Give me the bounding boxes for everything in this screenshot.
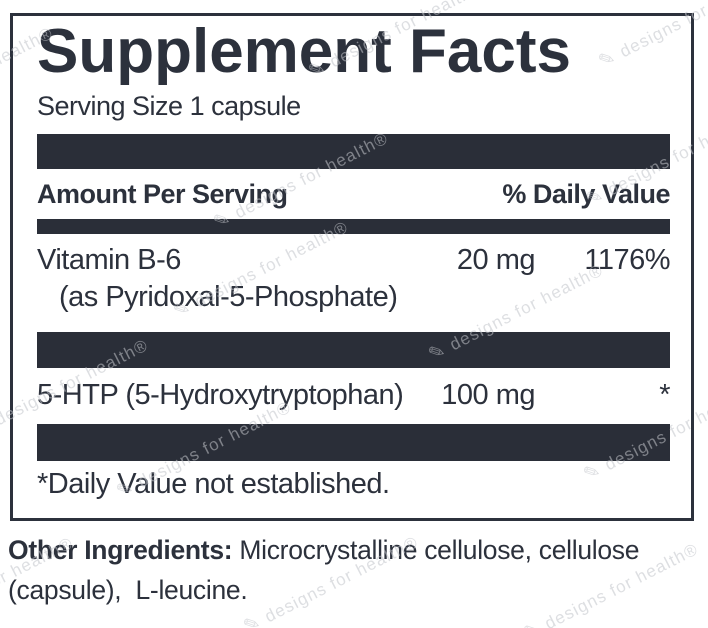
- table-row-vitamin-b6: Vitamin B-6 (as Pyridoxal-5-Phosphate) 2…: [37, 242, 671, 316]
- other-ingredients-label: Other Ingredients:: [8, 535, 233, 565]
- other-ingredients-line2: (capsule), L-leucine.: [8, 575, 248, 605]
- separator-bar-thick: [37, 332, 670, 368]
- watermark-logo-icon: ✎: [0, 411, 1, 440]
- other-ingredients-line1: Microcrystalline cellulose, cellulose: [232, 535, 640, 565]
- nutrient-daily-value: *: [659, 379, 670, 411]
- panel-title: Supplement Facts: [37, 17, 571, 86]
- watermark-logo-icon: ✎: [240, 608, 271, 628]
- daily-value-header: % Daily Value: [502, 178, 670, 209]
- nutrient-name-cell: 5-HTP (5-Hydroxytryptophan): [37, 377, 435, 414]
- nutrient-amount: 20 mg: [456, 244, 536, 276]
- nutrient-name: 5-HTP (5-Hydroxytryptophan): [37, 379, 404, 411]
- nutrient-name: Vitamin B-6: [37, 244, 181, 276]
- table-header-row: Amount Per Serving % Daily Value: [37, 169, 670, 219]
- nutrient-form: (as Pyridoxal-5-Phosphate): [59, 281, 398, 313]
- separator-bar-thick: [37, 134, 670, 169]
- separator-bar-thick: [37, 424, 670, 461]
- nutrient-name-cell: Vitamin B-6 (as Pyridoxal-5-Phosphate): [37, 242, 435, 316]
- table-row-5htp: 5-HTP (5-Hydroxytryptophan) 100 mg *: [37, 377, 671, 414]
- serving-size-text: Serving Size 1 capsule: [37, 91, 301, 121]
- other-ingredients-section: Other Ingredients: Microcrystalline cell…: [8, 530, 704, 610]
- supplement-facts-panel: Supplement Facts Serving Size 1 capsule …: [10, 13, 694, 521]
- nutrient-daily-value: 1176%: [584, 244, 670, 276]
- watermark-logo-icon: ✎: [520, 615, 551, 628]
- daily-value-footnote: *Daily Value not established.: [37, 468, 390, 500]
- nutrient-amount: 100 mg: [441, 379, 535, 411]
- separator-bar-thin: [37, 219, 670, 234]
- amount-per-serving-header: Amount Per Serving: [37, 178, 288, 209]
